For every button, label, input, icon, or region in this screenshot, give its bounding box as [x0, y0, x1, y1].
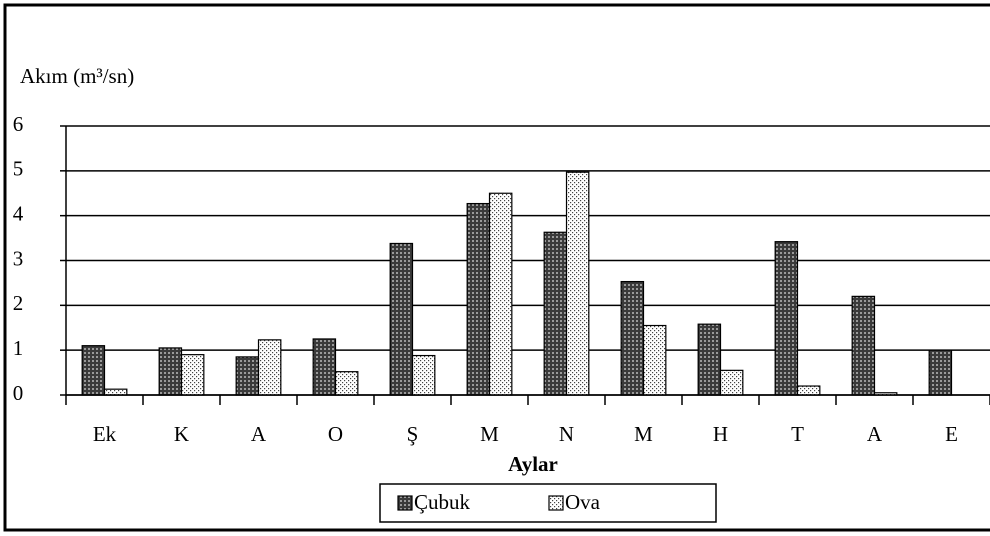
bar: [719, 369, 744, 396]
x-tick-label: Ek: [93, 422, 117, 446]
x-axis-label: Aylar: [508, 452, 558, 476]
x-tick-label: H: [713, 422, 728, 446]
x-tick-label: T: [791, 422, 804, 446]
bar: [81, 345, 106, 396]
bar: [180, 354, 205, 396]
bar: [312, 338, 337, 396]
x-tick-label: M: [480, 422, 499, 446]
x-tick-label: O: [328, 422, 343, 446]
x-tick-label: K: [174, 422, 189, 446]
legend-swatch: [548, 495, 564, 511]
legend-label: Ova: [565, 490, 601, 514]
y-tick-label: 5: [13, 157, 24, 181]
y-tick-label: 1: [13, 336, 24, 360]
legend-label: Çubuk: [414, 490, 471, 514]
bar: [334, 371, 359, 396]
bar: [697, 323, 722, 396]
bar: [235, 356, 260, 396]
bar: [642, 324, 667, 396]
axis-title: Akım (m³/sn): [20, 64, 134, 88]
bar: [257, 339, 282, 396]
bar: [774, 241, 799, 396]
bar: [928, 349, 953, 396]
bar: [565, 171, 590, 396]
bar: [851, 295, 876, 396]
bar: [543, 231, 568, 396]
bar: [466, 202, 491, 396]
y-tick-label: 0: [13, 381, 24, 405]
bar: [796, 385, 821, 396]
bar: [389, 242, 414, 396]
legend-box: [379, 483, 717, 523]
x-tick-label: E: [945, 422, 958, 446]
x-tick-label: N: [559, 422, 574, 446]
bar: [488, 192, 513, 396]
y-tick-label: 6: [13, 112, 24, 136]
bar: [411, 354, 436, 396]
x-tick-label: A: [867, 422, 883, 446]
bar: [620, 280, 645, 396]
y-tick-label: 4: [13, 201, 24, 225]
y-tick-label: 3: [13, 246, 24, 270]
y-tick-label: 2: [13, 291, 24, 315]
legend-swatch: [397, 495, 413, 511]
x-tick-label: Ş: [407, 422, 419, 446]
bar: [103, 388, 128, 396]
x-tick-label: M: [634, 422, 653, 446]
x-tick-label: A: [251, 422, 267, 446]
bar: [158, 347, 183, 396]
